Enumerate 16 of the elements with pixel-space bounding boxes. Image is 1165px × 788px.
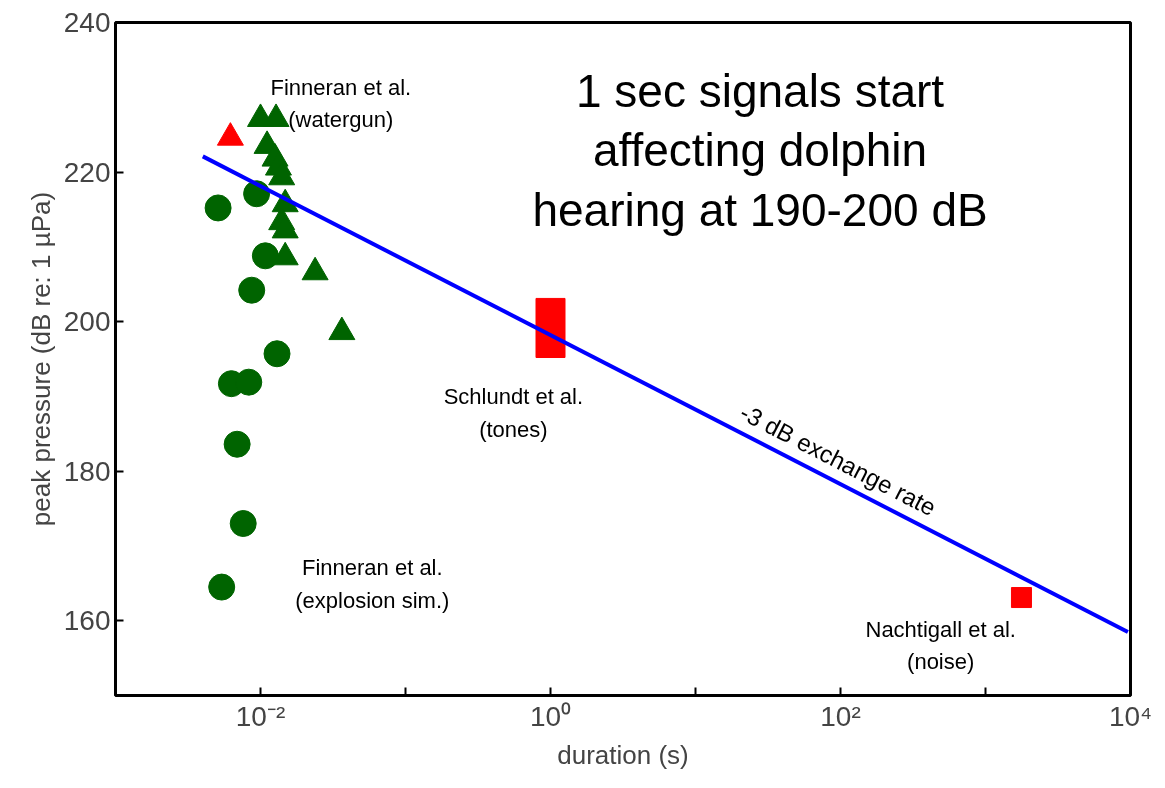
y-tick-label: 180 bbox=[63, 455, 111, 487]
annotation: Schlundt et al. (tones) bbox=[443, 384, 584, 442]
x-tick-label: 10⁻² bbox=[235, 700, 286, 732]
annotation: 1 sec signals start affecting dolphin hearing at 190-200 dB bbox=[532, 64, 988, 237]
y-axis-title: peak pressure (dB re: 1 µPa) bbox=[25, 191, 56, 527]
y-tick-label: 160 bbox=[63, 605, 111, 637]
y-tick-label: 220 bbox=[63, 156, 111, 188]
x-tick-label: 10⁰ bbox=[529, 700, 572, 732]
annotation: Finneran et al. (explosion sim.) bbox=[295, 555, 450, 613]
x-axis-title: duration (s) bbox=[557, 739, 689, 770]
y-tick-label: 200 bbox=[63, 306, 111, 338]
annotation: Finneran et al. (watergun) bbox=[270, 74, 412, 133]
annotation: Nachtigall et al. (noise) bbox=[865, 616, 1016, 675]
x-tick-label: 10² bbox=[820, 700, 861, 732]
y-tick-label: 240 bbox=[63, 7, 111, 38]
x-tick-label: 10⁴ bbox=[1108, 700, 1153, 732]
